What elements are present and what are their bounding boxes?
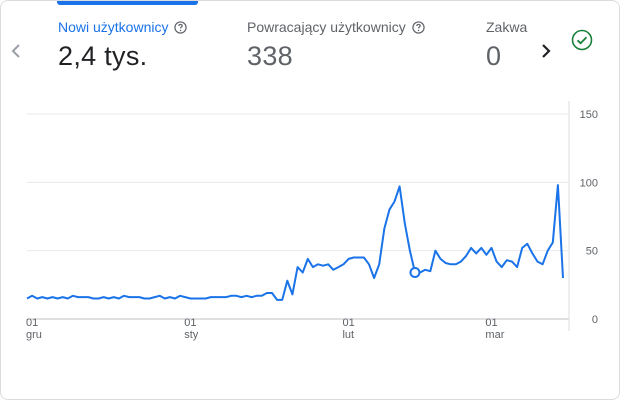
y-tick-label: 50 bbox=[586, 246, 598, 258]
x-tick-month: gru bbox=[26, 329, 42, 341]
metric-new-users[interactable]: Nowi użytkownicy 2,4 tys. bbox=[58, 19, 188, 72]
metric-value: 0 bbox=[486, 41, 502, 71]
chevron-left-icon[interactable] bbox=[7, 39, 25, 63]
series-line bbox=[26, 184, 564, 301]
metric-value: 338 bbox=[247, 41, 293, 71]
x-tick-day: 01 bbox=[485, 317, 497, 329]
x-tick-month: lut bbox=[342, 329, 354, 341]
x-tick-day: 01 bbox=[184, 317, 196, 329]
metric-value: 2,4 tys. bbox=[58, 41, 148, 71]
y-tick-label: 0 bbox=[592, 314, 598, 326]
chevron-right-icon[interactable] bbox=[537, 39, 555, 63]
active-metric-indicator bbox=[57, 1, 198, 5]
x-tick-month: sty bbox=[184, 329, 199, 341]
x-tick-month: mar bbox=[485, 329, 504, 341]
check-circle-icon[interactable] bbox=[570, 28, 594, 52]
help-circle-icon[interactable] bbox=[174, 20, 188, 34]
metric-label: Powracający użytkownicy bbox=[247, 19, 406, 35]
peak-marker bbox=[409, 267, 421, 279]
metric-truncated[interactable]: Zakwa 0 bbox=[486, 19, 528, 72]
y-tick-label: 150 bbox=[580, 109, 598, 121]
help-circle-icon[interactable] bbox=[412, 20, 425, 34]
y-tick-label: 100 bbox=[580, 177, 598, 189]
metric-returning-users[interactable]: Powracający użytkownicy 338 bbox=[247, 19, 425, 72]
x-tick-day: 01 bbox=[342, 317, 354, 329]
metric-label: Nowi użytkownicy bbox=[58, 19, 169, 35]
x-tick-day: 01 bbox=[26, 317, 38, 329]
metric-label: Zakwa bbox=[486, 19, 528, 35]
